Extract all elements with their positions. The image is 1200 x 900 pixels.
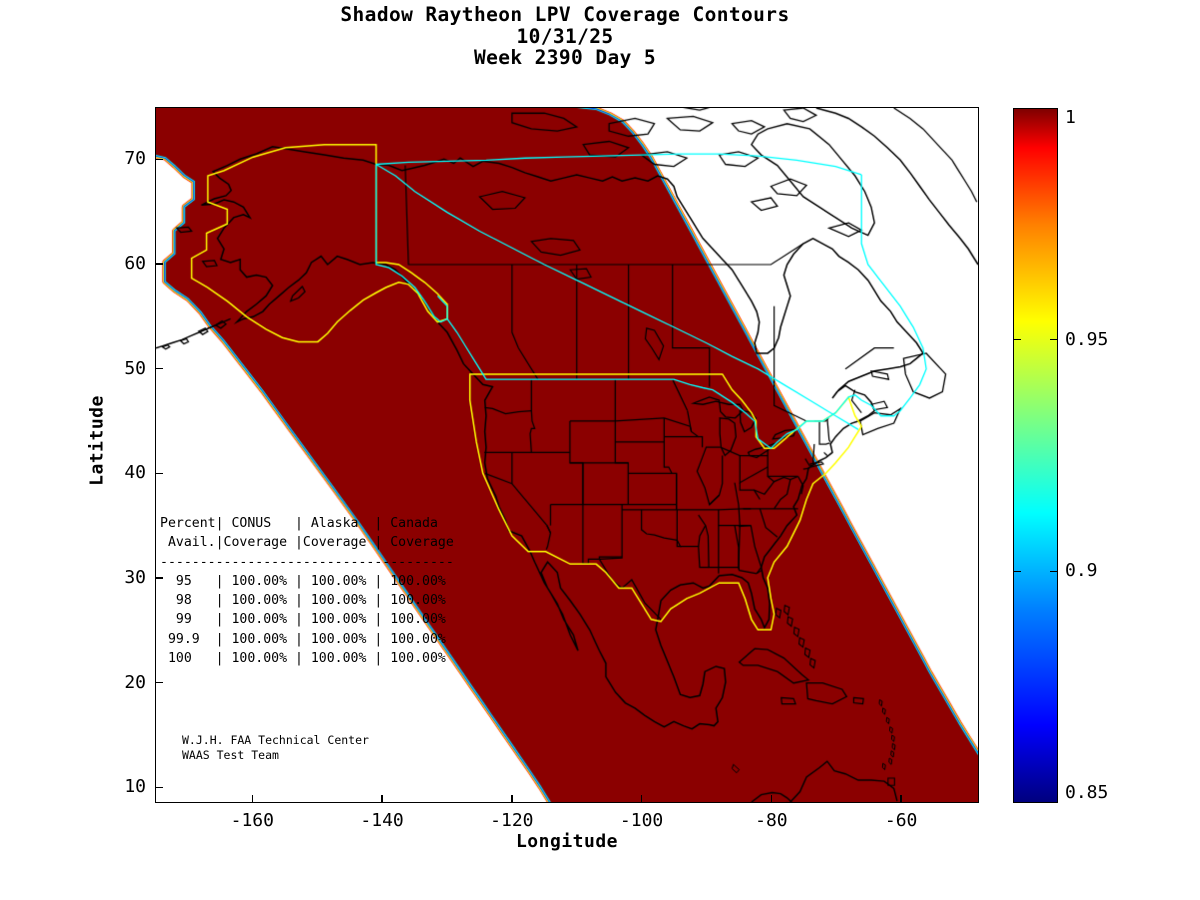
title-line-1: Shadow Raytheon LPV Coverage Contours — [340, 3, 790, 26]
y-tick-label: 20 — [124, 671, 146, 693]
credits-text: W.J.H. FAA Technical Center WAAS Test Te… — [182, 733, 369, 762]
x-tick-label: -60 — [884, 810, 918, 831]
colorbar-tick-label: 1 — [1065, 107, 1076, 128]
x-tick-mark — [511, 795, 513, 803]
colorbar-tick-mark — [1050, 570, 1058, 573]
x-tick-mark — [251, 795, 254, 803]
y-axis-label: Latitude — [86, 395, 108, 486]
x-axis-label: Longitude — [515, 831, 619, 852]
x-tick-mark — [770, 795, 773, 803]
y-tick-mark — [155, 786, 163, 789]
y-tick-mark — [155, 681, 163, 684]
coverage-map-canvas[interactable] — [156, 108, 978, 802]
colorbar[interactable]: 1 0.95 0.9 0.85 — [1013, 107, 1108, 803]
colorbar-gradient — [1013, 108, 1058, 803]
coverage-stats-table: Percent| CONUS | Alaska | Canada Avail.|… — [160, 516, 454, 667]
y-tick-mark — [155, 577, 163, 579]
colorbar-tick-label: 0.9 — [1065, 560, 1098, 582]
x-tick-label: -160 — [230, 810, 274, 831]
colorbar-tick-label: 0.95 — [1065, 328, 1109, 350]
y-tick-label: 40 — [124, 462, 146, 484]
title-line-3: Week 2390 Day 5 — [473, 46, 657, 69]
y-tick-label: 10 — [124, 776, 146, 798]
x-tick-mark — [900, 795, 902, 803]
x-tick-mark — [640, 795, 643, 803]
x-tick-mark — [381, 795, 383, 803]
colorbar-tick-label: 0.85 — [1065, 782, 1109, 803]
colorbar-tick-mark — [1050, 338, 1058, 341]
x-tick-label: -140 — [360, 810, 404, 831]
y-tick-mark — [155, 472, 163, 475]
y-tick-mark — [155, 263, 163, 265]
x-tick-label: -120 — [490, 810, 534, 831]
y-tick-label: 70 — [124, 148, 146, 170]
y-tick-label: 60 — [124, 252, 146, 274]
y-tick-label: 30 — [124, 566, 146, 588]
map-plot-area[interactable] — [155, 107, 979, 803]
y-tick-label: 50 — [124, 357, 146, 379]
y-tick-mark — [155, 158, 163, 161]
x-tick-label: -100 — [619, 810, 664, 831]
colorbar-tick-mark — [1013, 338, 1021, 341]
chart-title: Shadow Raytheon LPV Coverage Contours 10… — [0, 4, 1130, 69]
y-tick-mark — [155, 367, 163, 370]
colorbar-tick-mark — [1013, 570, 1021, 573]
title-line-2: 10/31/25 — [516, 24, 614, 48]
x-tick-label: -80 — [755, 810, 788, 831]
